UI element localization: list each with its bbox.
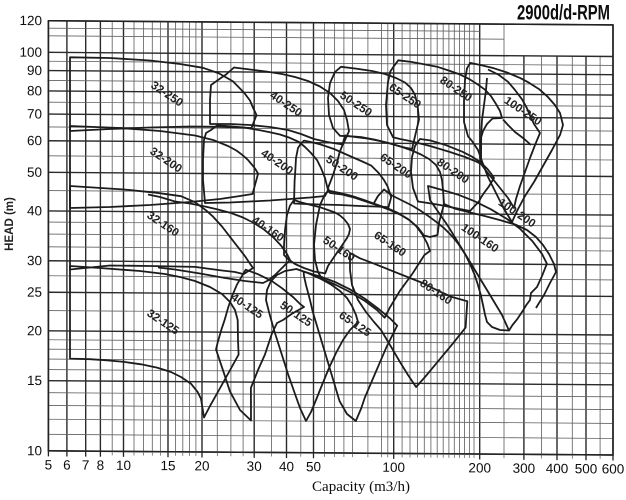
svg-text:5: 5: [45, 457, 53, 472]
svg-text:30: 30: [247, 459, 262, 474]
svg-text:7: 7: [82, 458, 90, 473]
svg-text:Capacity (m3/h): Capacity (m3/h): [312, 479, 410, 495]
svg-text:30: 30: [27, 253, 42, 268]
svg-text:15: 15: [160, 458, 175, 473]
svg-text:600: 600: [602, 461, 625, 476]
svg-text:120: 120: [19, 13, 42, 28]
svg-text:100: 100: [382, 460, 405, 475]
svg-text:400: 400: [546, 461, 569, 476]
svg-text:6: 6: [63, 457, 71, 472]
svg-text:8: 8: [97, 458, 105, 473]
svg-text:50: 50: [306, 459, 321, 474]
svg-text:70: 70: [27, 106, 42, 121]
svg-text:500: 500: [575, 461, 598, 476]
svg-text:10: 10: [116, 458, 131, 473]
svg-text:100: 100: [19, 45, 42, 60]
svg-text:2900d/d-RPM: 2900d/d-RPM: [517, 2, 610, 25]
svg-text:90: 90: [27, 63, 42, 78]
svg-text:20: 20: [27, 323, 42, 338]
svg-text:HEAD (m): HEAD (m): [4, 197, 16, 251]
svg-text:40: 40: [279, 459, 294, 474]
svg-text:25: 25: [27, 285, 42, 300]
svg-text:10: 10: [27, 443, 42, 458]
svg-text:60: 60: [27, 133, 42, 148]
svg-text:20: 20: [194, 458, 209, 473]
svg-text:15: 15: [27, 373, 42, 388]
svg-text:80: 80: [27, 83, 42, 98]
svg-text:50: 50: [27, 165, 42, 180]
svg-text:200: 200: [468, 460, 491, 475]
svg-text:40: 40: [27, 203, 42, 218]
svg-text:300: 300: [513, 461, 536, 476]
